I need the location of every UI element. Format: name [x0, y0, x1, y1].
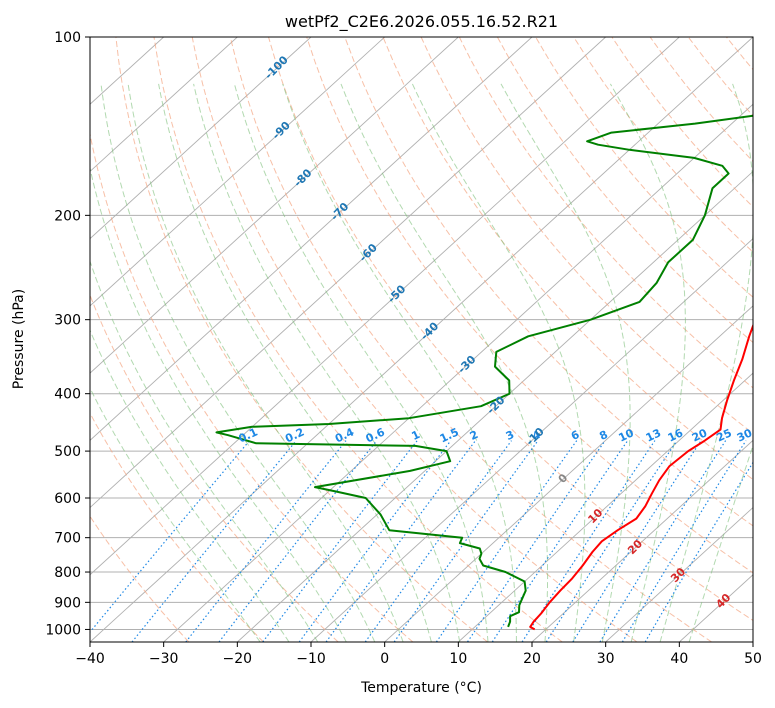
mixing-ratio-line: [545, 440, 678, 642]
isotherm-line: [90, 37, 533, 441]
profile-lines: [215, 114, 753, 631]
isotherm-line: [90, 37, 312, 240]
mixing-ratio-line: [364, 440, 512, 642]
isotherm-line: [90, 37, 753, 642]
mixing-ratio-line: [572, 440, 702, 642]
dry-adiabat: [191, 37, 638, 642]
y-tick-label: 600: [54, 491, 81, 507]
moist-adiabat: [90, 165, 347, 642]
isotherm-line: [458, 372, 753, 642]
y-tick-label: 500: [54, 444, 81, 460]
x-tick-label: 30: [597, 651, 615, 667]
moist-adiabat: [340, 83, 549, 642]
isotherm-line: [90, 37, 459, 374]
dry-adiabat: [90, 293, 339, 642]
mixing-ratio-line: [435, 440, 578, 642]
moist-adiabat: [100, 83, 376, 642]
x-tick-label: −40: [75, 651, 105, 667]
y-tick-label: 100: [54, 30, 81, 46]
x-tick-label: 50: [744, 651, 762, 667]
moist-adiabat: [90, 259, 319, 642]
dry-adiabat: [306, 37, 753, 574]
x-tick-label: −10: [296, 651, 326, 667]
dry-adiabat: [496, 37, 753, 344]
temperature-profile: [529, 323, 753, 631]
isotherm-line: [384, 305, 753, 642]
isotherm-line: [605, 506, 753, 642]
mixing-ratio-line: [466, 440, 606, 642]
mixing-ratio-line: [644, 461, 753, 642]
dewpoint-profile: [215, 114, 753, 628]
moist-adiabat: [609, 83, 686, 642]
isotherm-line: [90, 37, 680, 576]
moist-adiabat: [659, 83, 753, 642]
mixing-ratio-line: [599, 440, 727, 642]
x-tick-label: 20: [523, 651, 541, 667]
isotherm-line: [310, 238, 753, 642]
axis-ticks: −40 −30 −20 −10 0 10 20 30 40 50 1000 900 800 700 600 5…: [45, 30, 762, 667]
dry-adiabat: [90, 131, 414, 642]
mixing-ratio-label: 25: [714, 426, 733, 444]
mixing-ratio-label: 13: [644, 426, 663, 444]
moist-adiabat: [233, 83, 489, 642]
y-tick-label: 700: [54, 531, 81, 547]
mixing-ratio-line: [325, 440, 476, 642]
dry-adiabat: [535, 37, 753, 298]
isotherm-line: [163, 103, 753, 642]
moist-adiabat: [411, 83, 586, 642]
mixing-ratio-label: 10: [617, 426, 637, 444]
isotherm-line: [237, 170, 753, 642]
moist-adiabat: [688, 444, 753, 642]
mixing-ratio-label: 16: [666, 426, 686, 444]
moist-adiabat: [127, 83, 404, 642]
isotherm-line: [90, 37, 606, 509]
moist-adiabat: [193, 83, 461, 642]
y-tick-label: 1000: [45, 622, 81, 638]
y-axis-label: Pressure (hPa): [11, 289, 27, 389]
x-tick-label: 10: [449, 651, 467, 667]
y-tick-label: 400: [54, 387, 81, 403]
dry-adiabat: [90, 515, 190, 642]
dry-adiabat: [268, 37, 753, 622]
isotherm-line: [90, 37, 238, 173]
mixing-ratio-line: [491, 440, 629, 642]
plot-frame: [89, 36, 754, 643]
y-tick-label: 300: [54, 313, 81, 329]
moist-adiabat: [282, 83, 517, 642]
mixing-ratio-line: [218, 440, 378, 642]
x-tick-label: −30: [149, 651, 179, 667]
dry-adiabat: [153, 37, 563, 642]
moist-adiabat: [500, 83, 631, 642]
x-axis-label: Temperature (°C): [360, 680, 482, 696]
isotherm-line: [531, 439, 753, 642]
dry-adiabat: [458, 37, 753, 389]
mixing-ratio-line: [621, 440, 747, 642]
y-tick-label: 200: [54, 208, 81, 224]
dry-adiabat: [229, 37, 712, 642]
mixing-ratio-line: [90, 440, 251, 633]
background-lines: [90, 37, 753, 642]
dry-adiabat: [115, 37, 488, 642]
mixing-ratio-label: 30: [735, 426, 755, 444]
isotherm-line: [90, 37, 385, 307]
dry-adiabat: [90, 412, 264, 642]
moist-adiabat: [158, 83, 432, 642]
x-tick-label: 0: [380, 651, 389, 667]
x-tick-label: −20: [223, 651, 253, 667]
dry-adiabat: [344, 37, 753, 527]
moist-adiabat: [90, 328, 290, 642]
y-tick-label: 900: [54, 595, 81, 611]
mixing-ratio-line: [131, 440, 297, 642]
chart-title: wetPf2_C2E6.2026.055.16.52.R21: [285, 12, 558, 32]
mixing-ratio-label: 20: [690, 426, 710, 444]
x-tick-label: 40: [670, 651, 688, 667]
y-tick-label: 800: [54, 565, 81, 581]
